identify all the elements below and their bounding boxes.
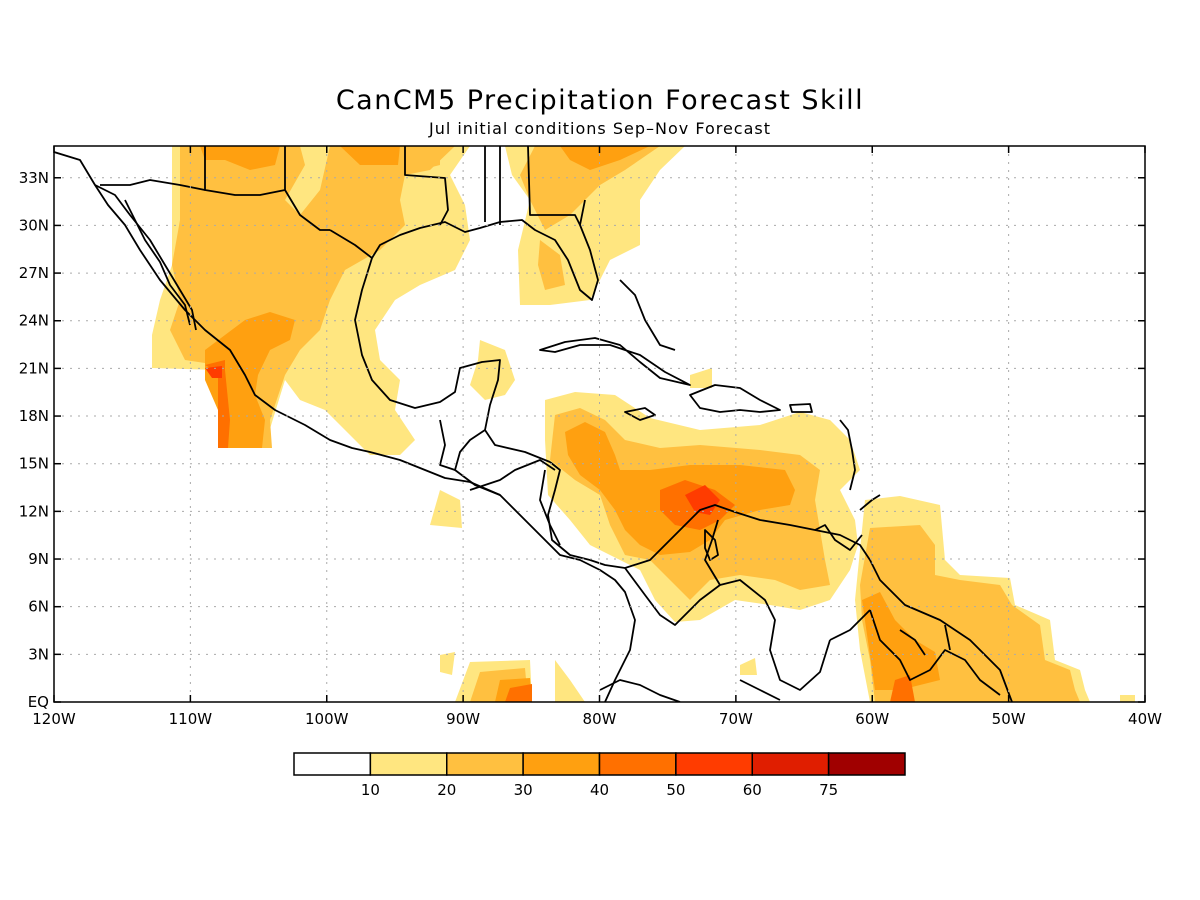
legend-label: 10 <box>361 781 380 799</box>
y-tick-label: 24N <box>19 312 49 330</box>
legend-swatch <box>598 752 677 776</box>
y-tick-label: 6N <box>28 598 49 616</box>
map-subtitle: Jul initial conditions Sep–Nov Forecast <box>428 119 772 138</box>
skill-shading <box>152 146 1135 702</box>
y-axis: EQ 3N 6N 9N 12N 15N 18N 21N 24N 27N 30N 33N <box>19 169 1145 711</box>
x-tick-label: 90W <box>446 710 480 728</box>
legend-label: 75 <box>819 781 838 799</box>
legend-swatch <box>446 752 524 776</box>
legend-swatch <box>675 752 753 776</box>
x-tick-label: 70W <box>719 710 753 728</box>
legend-swatch <box>751 752 830 776</box>
grid-lines <box>54 146 1145 702</box>
legend-label: 30 <box>514 781 533 799</box>
y-tick-label: 21N <box>19 359 49 377</box>
x-axis: 120W 110W 100W 90W 80W 70W 60W 50W 40W <box>32 146 1162 728</box>
y-tick-label: 3N <box>28 645 49 663</box>
legend-swatch <box>369 752 448 776</box>
x-tick-label: 80W <box>583 710 617 728</box>
x-tick-label: 40W <box>1128 710 1162 728</box>
y-tick-label: EQ <box>28 693 49 711</box>
x-tick-label: 50W <box>992 710 1026 728</box>
y-tick-label: 30N <box>19 216 49 234</box>
legend-label: 60 <box>743 781 762 799</box>
legend-label: 40 <box>590 781 609 799</box>
legend-label: 20 <box>437 781 456 799</box>
legend-swatch <box>827 752 906 776</box>
legend-swatch <box>293 752 372 776</box>
skill-band-50-60 <box>205 366 720 515</box>
legend-swatch <box>522 752 601 776</box>
color-legend: 10 20 30 40 50 60 75 <box>293 752 906 799</box>
y-tick-label: 18N <box>19 407 49 425</box>
x-tick-label: 60W <box>855 710 889 728</box>
y-tick-label: 33N <box>19 169 49 187</box>
y-tick-label: 27N <box>19 264 49 282</box>
x-tick-label: 120W <box>32 710 76 728</box>
legend-label: 50 <box>666 781 685 799</box>
map-title: CanCM5 Precipitation Forecast Skill <box>335 85 865 116</box>
y-tick-label: 9N <box>28 550 49 568</box>
y-tick-label: 15N <box>19 455 49 473</box>
x-tick-label: 100W <box>305 710 349 728</box>
y-tick-label: 12N <box>19 502 49 520</box>
x-tick-label: 110W <box>169 710 213 728</box>
